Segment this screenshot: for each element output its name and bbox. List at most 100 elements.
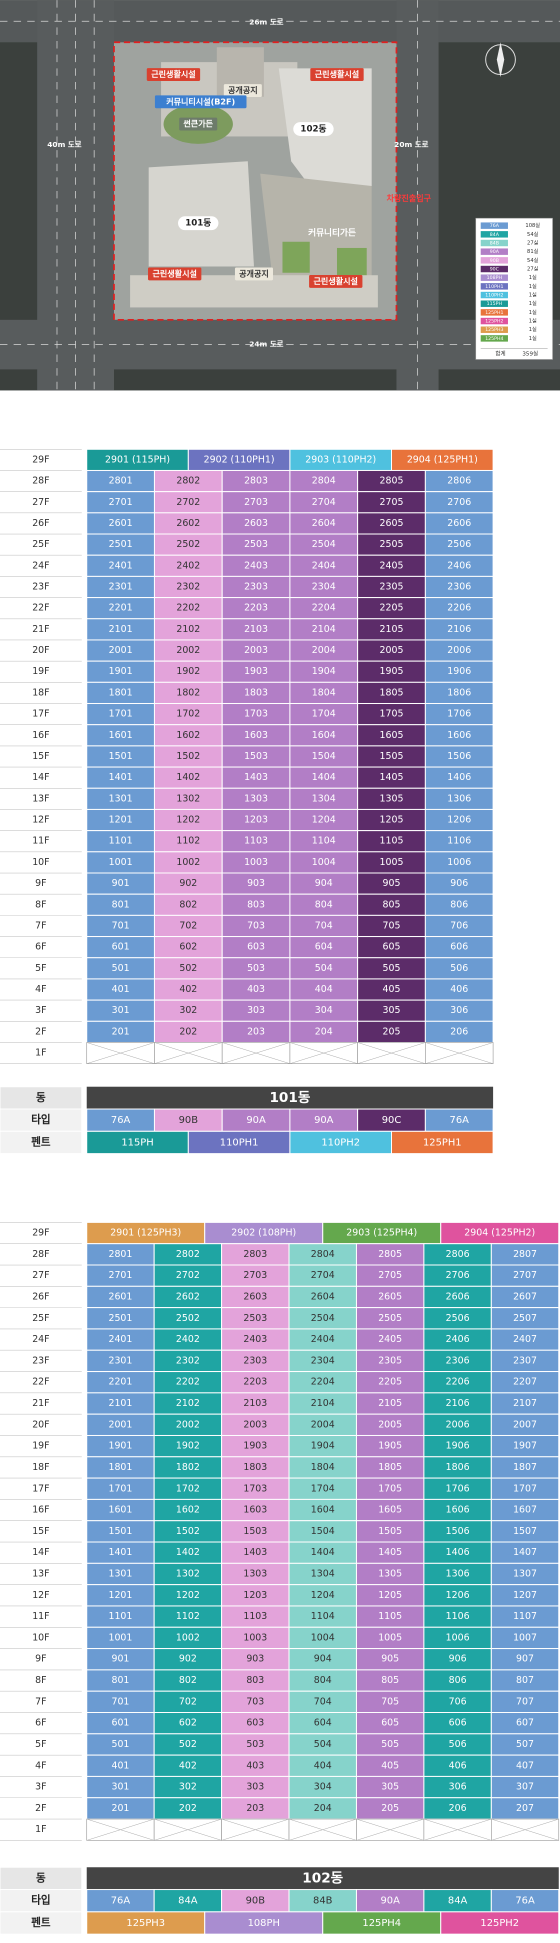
unit-cell: 2404 [311, 1334, 335, 1345]
unit-cell: 2001 [109, 645, 133, 656]
unit-cell: 503 [246, 1739, 264, 1750]
unit-cell: 1304 [312, 793, 336, 804]
unit-cell: 1207 [513, 1590, 537, 1601]
unit-cell: 801 [111, 1675, 129, 1686]
unit-cell: 1505 [378, 1526, 402, 1537]
unit-cell: 2506 [447, 539, 471, 550]
unit-cell: 407 [516, 1760, 534, 1771]
floor-label: 25F [32, 1313, 49, 1324]
unit-cell: 501 [112, 963, 130, 974]
floor-label: 21F [32, 1398, 49, 1409]
unit-cell: 902 [179, 878, 197, 889]
unit-cell: 1504 [311, 1526, 335, 1537]
unit-cell: 1001 [108, 1632, 132, 1643]
unit-cell: 903 [247, 878, 265, 889]
legend-type: 115PH [487, 301, 503, 307]
unit-cell: 2005 [378, 1419, 402, 1430]
floor-label: 14F [32, 772, 49, 783]
unit-cell: 2605 [380, 518, 404, 529]
floor-label: 9F [35, 878, 46, 889]
unit-cell: 206 [450, 1026, 468, 1037]
unit-cell: 705 [381, 1696, 399, 1707]
empty-cross [288, 1818, 357, 1841]
floor-label: 11F [32, 1611, 49, 1622]
unit-cell: 1805 [378, 1462, 402, 1473]
unit-cell: 2804 [311, 1249, 335, 1260]
unit-cell: 2802 [176, 476, 200, 487]
unit-cell: 2403 [243, 1334, 267, 1345]
floor-label: 11F [32, 836, 49, 847]
unit-cell: 1902 [176, 666, 200, 677]
unit-cell: 404 [314, 1760, 332, 1771]
unit-cell: 1905 [380, 666, 404, 677]
unit-cell: 906 [449, 1654, 467, 1665]
unit-cell: 404 [315, 984, 333, 995]
unit-cell: 502 [179, 963, 197, 974]
unit-cell: 2806 [446, 1249, 470, 1260]
floor-label: 21F [32, 624, 49, 635]
unit-cell: 2303 [243, 1355, 267, 1366]
unit-cell: 1101 [109, 836, 133, 847]
floor-label: 27F [32, 497, 49, 508]
unit-cell: 403 [247, 984, 265, 995]
unit-cell: 2001 [108, 1419, 132, 1430]
floor-label: 19F [32, 666, 49, 677]
floor-label: 13F [32, 1568, 49, 1579]
floor-label: 6F [35, 1718, 46, 1729]
unit-cell: 1605 [380, 730, 404, 741]
unit-cell: 2406 [446, 1334, 470, 1345]
unit-cell: 602 [179, 942, 197, 953]
unit-cell: 1807 [513, 1462, 537, 1473]
unit-cell: 2006 [446, 1419, 470, 1430]
unit-cell: 303 [247, 1005, 265, 1016]
unit-cell: 2702 [176, 1270, 200, 1281]
row-label: 타입 [31, 1113, 50, 1126]
row-label: 타입 [31, 1894, 50, 1907]
unit-cell: 304 [315, 1005, 333, 1016]
unit-cell: 1703 [244, 709, 268, 720]
unit-cell: 2405 [380, 560, 404, 571]
unit-cell: 601 [111, 1718, 129, 1729]
penthouse-label: 108PH [248, 1918, 280, 1929]
unit-cell: 1003 [244, 857, 268, 868]
legend-count: 1실 [529, 317, 537, 325]
legend-swatch [480, 231, 508, 238]
map-label-bg [310, 68, 364, 81]
map-label-bg [179, 117, 218, 131]
unit-cell: 305 [383, 1005, 401, 1016]
unit-cell: 1903 [243, 1441, 267, 1452]
unit-cell: 203 [246, 1803, 264, 1814]
unit-cell: 2501 [109, 539, 133, 550]
floor-label: 9F [35, 1654, 46, 1665]
unit-cell: 1003 [243, 1632, 267, 1643]
unit-cell: 2801 [108, 1249, 132, 1260]
legend-type: 110PH1 [485, 284, 503, 290]
unit-cell: 1603 [244, 730, 268, 741]
unit-cell: 701 [111, 1696, 129, 1707]
unit-cell: 702 [179, 920, 197, 931]
unit-cell: 904 [315, 878, 333, 889]
legend-count: 108실 [525, 221, 540, 229]
type-label: 90A [246, 1115, 266, 1126]
unit-cell: 605 [381, 1718, 399, 1729]
unit-cell: 504 [314, 1739, 332, 1750]
map-label-bg [293, 122, 334, 136]
unit-cell: 1703 [243, 1483, 267, 1494]
unit-cell: 2703 [244, 497, 268, 508]
legend-count: 27실 [527, 239, 539, 247]
unit-cell: 506 [450, 963, 468, 974]
legend-count: 1실 [529, 325, 537, 333]
unit-cell: 903 [246, 1654, 264, 1665]
unit-cell: 1506 [447, 751, 471, 762]
floor-label: 29F [32, 454, 49, 465]
unit-cell: 2004 [312, 645, 336, 656]
unit-cell: 2206 [446, 1377, 470, 1388]
legend-type: 125PH4 [485, 336, 503, 342]
unit-cell: 2707 [513, 1270, 537, 1281]
building-bar [86, 1086, 494, 1110]
unit-cell: 804 [315, 899, 333, 910]
floor-label: 20F [32, 645, 49, 656]
floor-label: 8F [35, 1675, 46, 1686]
unit-cell: 205 [383, 1026, 401, 1037]
unit-cell: 2106 [447, 624, 471, 635]
